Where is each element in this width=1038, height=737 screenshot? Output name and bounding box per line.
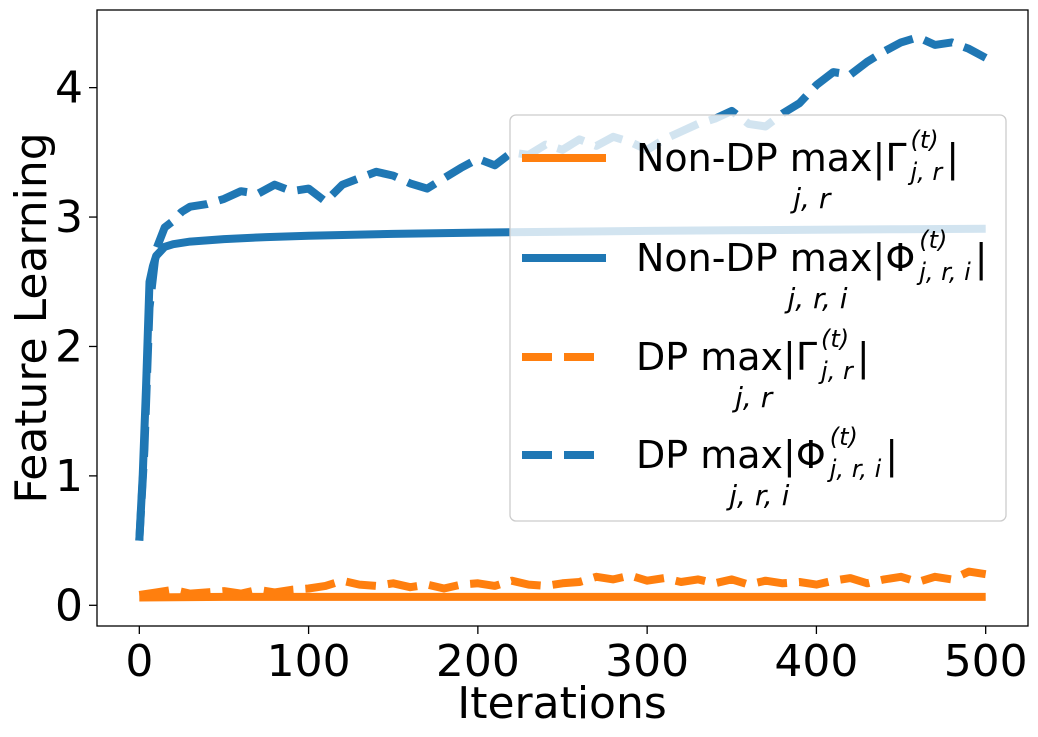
legend-superscript-2: (t): [821, 325, 849, 353]
legend-label-0: Non-DP max|Γ: [636, 136, 907, 181]
y-tick-label: 3: [55, 192, 83, 243]
tick-layer: 0 100 200 300 400 500 0 1 2 3 4: [55, 63, 1028, 687]
y-tick-label: 0: [55, 580, 83, 631]
legend: Non-DP max|Γj, r(t)j, r |Non-DP max|Φj, r…: [509, 114, 1007, 522]
legend-symbol-subscript-2: j, r: [818, 357, 855, 385]
x-tick-label: 500: [944, 636, 1028, 687]
legend-label-2: DP max|Γ: [636, 335, 817, 380]
x-tick-label: 100: [267, 636, 351, 687]
legend-bar-0: |: [946, 136, 959, 181]
legend-label-1: Non-DP max|Φ: [636, 236, 915, 281]
legend-symbol-subscript-1: j, r, i: [916, 258, 971, 286]
legend-bar-3: |: [885, 433, 898, 478]
y-tick-label: 4: [55, 63, 83, 114]
legend-subscript-1: j, r, i: [783, 282, 847, 315]
y-tick-label: 1: [55, 451, 83, 502]
legend-bar-1: |: [975, 236, 988, 281]
x-tick-label: 400: [774, 636, 858, 687]
legend-label-3: DP max|Φ: [636, 433, 826, 478]
series-line-0: [139, 592, 986, 602]
legend-subscript-0: j, r: [789, 182, 832, 215]
legend-symbol-subscript-3: j, r, i: [827, 455, 882, 483]
legend-superscript-1: (t): [919, 226, 947, 254]
x-tick-label: 200: [436, 636, 520, 687]
y-axis-label: Feature Learning: [6, 132, 57, 503]
legend-bar-2: |: [857, 335, 870, 380]
plot-frame: [96, 9, 1029, 627]
legend-subscript-3: j, r, i: [725, 479, 789, 512]
series-line-2: [138, 567, 987, 599]
legend-superscript-0: (t): [911, 126, 939, 154]
y-tick-label: 2: [55, 321, 83, 372]
legend-box: [509, 114, 1007, 522]
legend-superscript-3: (t): [830, 423, 858, 451]
legend-subscript-2: j, r: [731, 381, 774, 414]
x-tick-label: 300: [605, 636, 689, 687]
legend-symbol-subscript-0: j, r: [908, 158, 945, 186]
x-axis-label: Iterations: [457, 678, 667, 729]
x-tick-label: 0: [125, 636, 153, 687]
